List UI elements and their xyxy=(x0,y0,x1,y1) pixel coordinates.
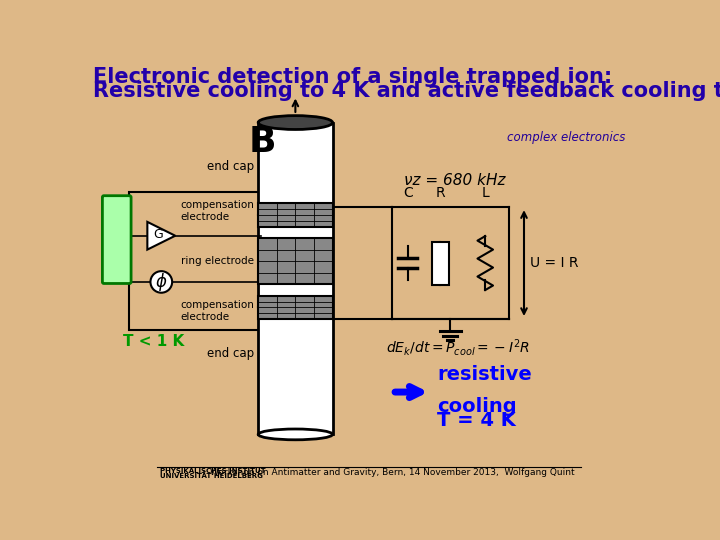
Bar xyxy=(258,296,333,319)
Text: R: R xyxy=(436,186,445,200)
Text: compensation
electrode: compensation electrode xyxy=(181,200,254,222)
Text: PHYSIKALISCHES INSTITUT: PHYSIKALISCHES INSTITUT xyxy=(160,468,266,474)
Text: T < 1 K: T < 1 K xyxy=(122,334,184,349)
Polygon shape xyxy=(148,222,175,249)
Bar xyxy=(258,204,333,226)
Bar xyxy=(129,192,261,330)
Text: U = I R: U = I R xyxy=(530,256,579,270)
Text: L: L xyxy=(482,186,489,200)
FancyBboxPatch shape xyxy=(102,195,131,284)
Bar xyxy=(258,238,333,284)
Text: νz = 680 kHz: νz = 680 kHz xyxy=(403,173,505,188)
Ellipse shape xyxy=(258,116,333,130)
Bar xyxy=(432,241,449,285)
Ellipse shape xyxy=(258,429,333,440)
Text: feedback
cooling: feedback cooling xyxy=(106,212,127,267)
Text: end cap: end cap xyxy=(207,160,254,173)
Text: ring electrode: ring electrode xyxy=(181,256,254,266)
Text: $dE_k/dt = P_{cool} = -I^2R$: $dE_k/dt = P_{cool} = -I^2R$ xyxy=(386,337,530,358)
Text: Electronic detection of a single trapped ion:: Electronic detection of a single trapped… xyxy=(93,67,612,87)
Text: Workshop on Antimatter and Gravity, Bern, 14 November 2013,  Wolfgang Quint: Workshop on Antimatter and Gravity, Bern… xyxy=(210,468,575,477)
Text: complex electronics: complex electronics xyxy=(508,131,626,144)
Text: B: B xyxy=(249,125,276,159)
Circle shape xyxy=(150,271,172,293)
Text: end cap: end cap xyxy=(207,347,254,360)
Text: UNIVERSITÄT HEIDELBERG: UNIVERSITÄT HEIDELBERG xyxy=(160,472,263,478)
Text: $\phi$: $\phi$ xyxy=(155,271,168,293)
Text: cooling: cooling xyxy=(437,397,517,416)
Text: compensation
electrode: compensation electrode xyxy=(181,300,254,322)
Text: T = 4 K: T = 4 K xyxy=(437,411,516,430)
Text: G: G xyxy=(153,228,163,241)
Text: resistive: resistive xyxy=(437,366,532,384)
Text: Resistive cooling to 4 K and active feedback cooling to <1 K: Resistive cooling to 4 K and active feed… xyxy=(93,81,720,101)
Bar xyxy=(258,123,333,434)
Text: C: C xyxy=(403,186,413,200)
